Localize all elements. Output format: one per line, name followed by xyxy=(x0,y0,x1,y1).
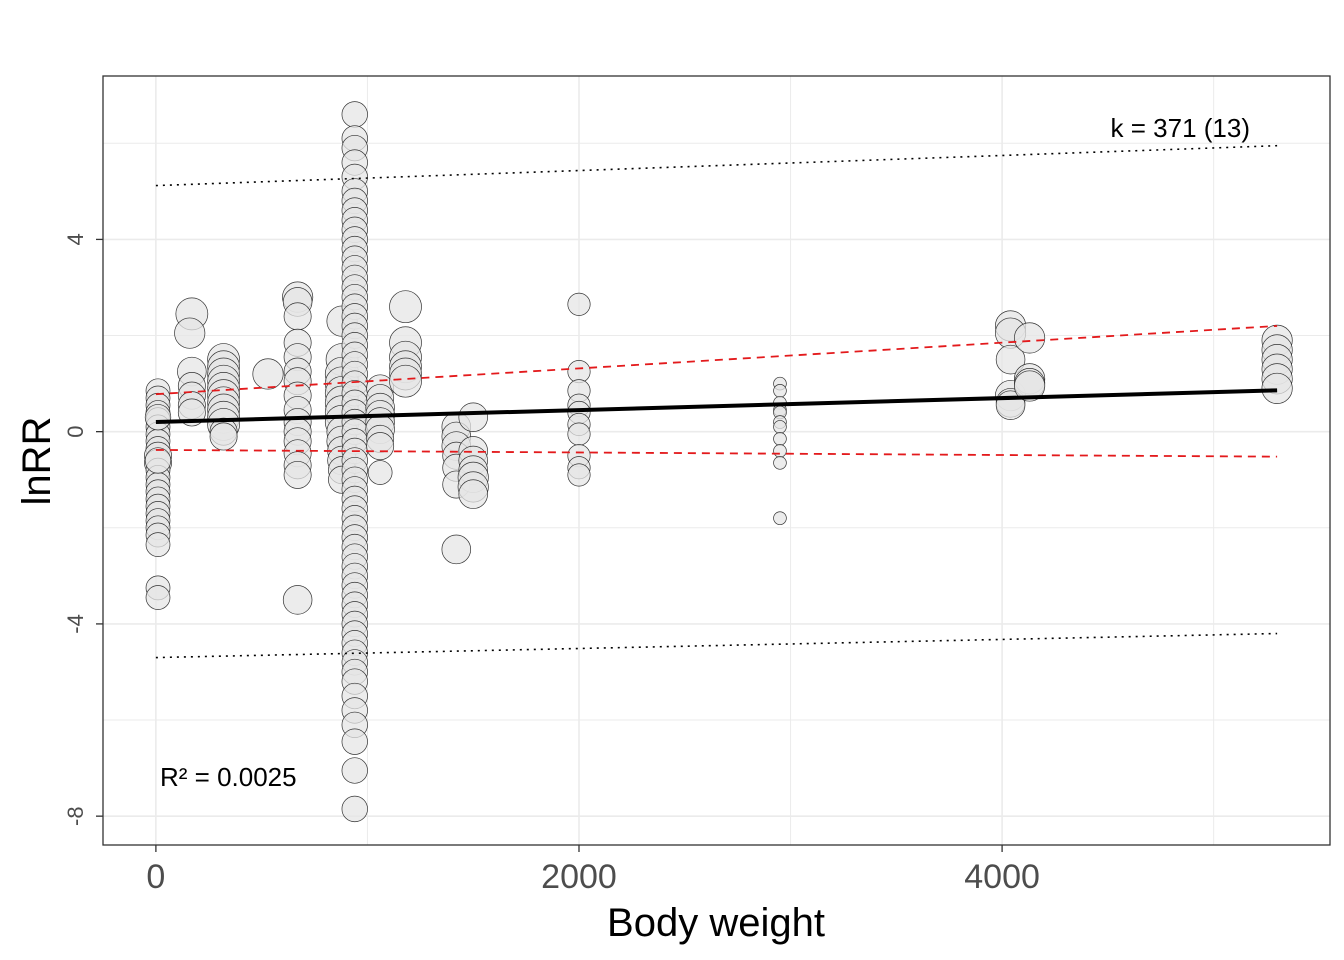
x-tick-label: 0 xyxy=(146,858,165,896)
data-point xyxy=(1014,370,1046,402)
panel-border xyxy=(102,75,1331,846)
data-point xyxy=(567,292,591,316)
data-point xyxy=(773,384,787,398)
data-point xyxy=(773,420,787,434)
axis-ticks: 0 2000 4000 -8 -4 0 4 xyxy=(63,233,1040,896)
x-tick-label: 4000 xyxy=(964,858,1040,896)
y-tick-label: -8 xyxy=(63,806,88,826)
data-point xyxy=(209,422,238,451)
data-point xyxy=(389,364,422,398)
data-point xyxy=(367,460,393,485)
y-axis-title: lnRR xyxy=(15,417,59,506)
k-annotation: k = 371 (13) xyxy=(1111,113,1250,143)
grid xyxy=(103,76,1330,845)
data-point xyxy=(773,456,787,470)
data-point xyxy=(283,460,312,489)
data-point xyxy=(282,585,313,615)
data-point xyxy=(458,402,488,432)
data-point xyxy=(174,317,206,349)
data-point xyxy=(252,358,284,390)
data-point xyxy=(567,463,591,487)
data-points xyxy=(144,101,1293,823)
data-point xyxy=(341,101,368,128)
data-point xyxy=(389,290,422,324)
data-point xyxy=(145,585,171,610)
confidence-interval-upper xyxy=(155,325,1278,396)
y-tick-label: -4 xyxy=(63,614,88,634)
data-point xyxy=(145,532,171,557)
data-point xyxy=(341,757,368,784)
y-tick-label: 0 xyxy=(63,426,88,438)
x-tick-label: 2000 xyxy=(541,858,617,896)
data-point xyxy=(144,404,172,431)
data-point xyxy=(567,422,591,446)
data-point xyxy=(1261,372,1293,404)
data-point xyxy=(341,795,368,823)
data-point xyxy=(773,432,787,446)
confidence-interval-lower xyxy=(155,449,1278,458)
data-point xyxy=(1014,322,1046,354)
data-point xyxy=(144,447,172,474)
data-point xyxy=(441,534,472,565)
prediction-interval-upper xyxy=(155,144,1278,187)
r2-annotation: R² = 0.0025 xyxy=(160,762,297,792)
data-point xyxy=(773,511,787,525)
data-point xyxy=(995,344,1026,375)
regression-lines xyxy=(155,144,1278,659)
x-axis-title: Body weight xyxy=(607,901,825,945)
data-point xyxy=(773,444,787,458)
data-point xyxy=(458,479,488,509)
data-point xyxy=(366,432,395,461)
regression-fit-line xyxy=(155,388,1278,425)
data-point xyxy=(341,728,368,755)
data-point xyxy=(283,302,312,331)
prediction-interval-lower xyxy=(155,632,1278,659)
y-tick-label: 4 xyxy=(63,233,88,245)
